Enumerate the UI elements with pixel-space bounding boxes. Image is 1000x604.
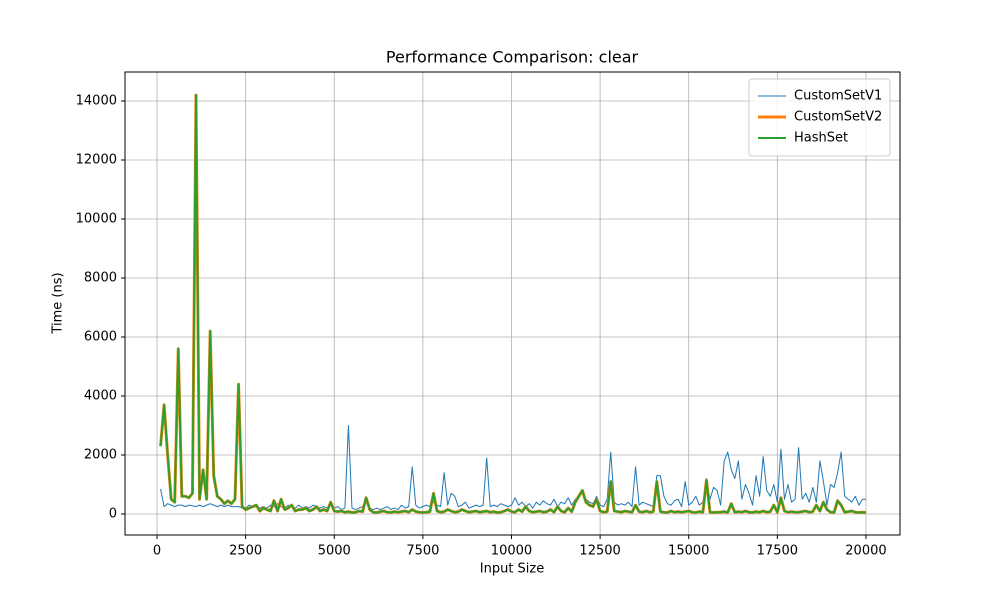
y-tick-label: 12000 — [76, 152, 117, 167]
y-tick-label: 4000 — [84, 388, 117, 403]
x-tick-label: 5000 — [318, 544, 351, 559]
x-tick-label: 17500 — [757, 544, 798, 559]
y-tick-label: 2000 — [84, 447, 117, 462]
legend-box — [748, 78, 891, 157]
series-line — [160, 424, 866, 511]
y-tick-label: 14000 — [76, 93, 117, 108]
x-tick-label: 20000 — [845, 544, 886, 559]
y-tick-label: 0 — [109, 506, 117, 521]
y-axis-label: Time (ns) — [51, 272, 66, 334]
x-tick-label: 2500 — [229, 544, 262, 559]
plot-frame — [124, 71, 901, 536]
x-tick-label: 7500 — [406, 544, 439, 559]
legend-label: CustomSetV1 — [794, 89, 882, 104]
series-line — [159, 93, 867, 515]
x-tick-label: 10000 — [491, 544, 532, 559]
y-tick-label: 8000 — [84, 270, 117, 285]
x-axis-label: Input Size — [480, 562, 544, 577]
legend-label: CustomSetV2 — [794, 110, 882, 125]
legend-label: HashSet — [794, 131, 848, 146]
x-tick-label: 0 — [153, 544, 161, 559]
y-tick-label: 6000 — [84, 329, 117, 344]
x-tick-label: 12500 — [579, 544, 620, 559]
y-tick-label: 10000 — [76, 211, 117, 226]
series-line — [159, 94, 867, 514]
chart-title: Performance Comparison: clear — [386, 48, 639, 67]
x-tick-label: 15000 — [668, 544, 709, 559]
